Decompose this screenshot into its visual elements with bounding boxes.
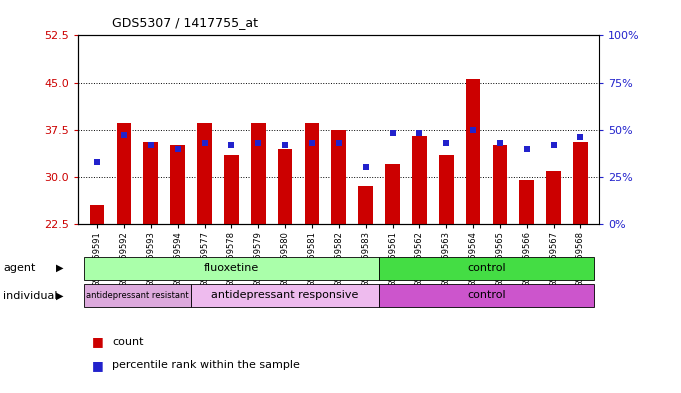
Bar (224, 155, 239, 224)
Bar (379, 257, 594, 280)
Bar (278, 149, 292, 224)
Text: ▶: ▶ (56, 291, 63, 301)
Bar (90, 205, 104, 224)
Bar (385, 164, 400, 224)
Bar (546, 171, 561, 224)
Text: control: control (467, 290, 506, 300)
Text: antidepressant responsive: antidepressant responsive (211, 290, 359, 300)
Bar (332, 130, 346, 224)
Bar (170, 145, 185, 224)
Bar (573, 142, 588, 224)
Bar (439, 155, 454, 224)
Text: antidepressant resistant: antidepressant resistant (86, 291, 189, 300)
Bar (116, 123, 131, 224)
Bar (251, 123, 266, 224)
Text: fluoxetine: fluoxetine (204, 263, 259, 273)
Text: control: control (467, 263, 506, 273)
Bar (84, 257, 379, 280)
Bar (379, 284, 594, 307)
Bar (358, 186, 373, 224)
Bar (197, 123, 212, 224)
Bar (191, 284, 379, 307)
Text: ■: ■ (92, 335, 104, 349)
Text: individual: individual (3, 291, 58, 301)
Text: ■: ■ (92, 359, 104, 372)
Bar (520, 180, 534, 224)
Bar (466, 79, 481, 224)
Bar (84, 284, 191, 307)
Bar (492, 145, 507, 224)
Bar (304, 123, 319, 224)
Text: ▶: ▶ (56, 263, 63, 273)
Bar (144, 142, 158, 224)
Text: GDS5307 / 1417755_at: GDS5307 / 1417755_at (112, 16, 258, 29)
Text: count: count (112, 337, 144, 347)
Bar (412, 136, 427, 224)
Text: percentile rank within the sample: percentile rank within the sample (112, 360, 300, 371)
Text: agent: agent (3, 263, 36, 273)
